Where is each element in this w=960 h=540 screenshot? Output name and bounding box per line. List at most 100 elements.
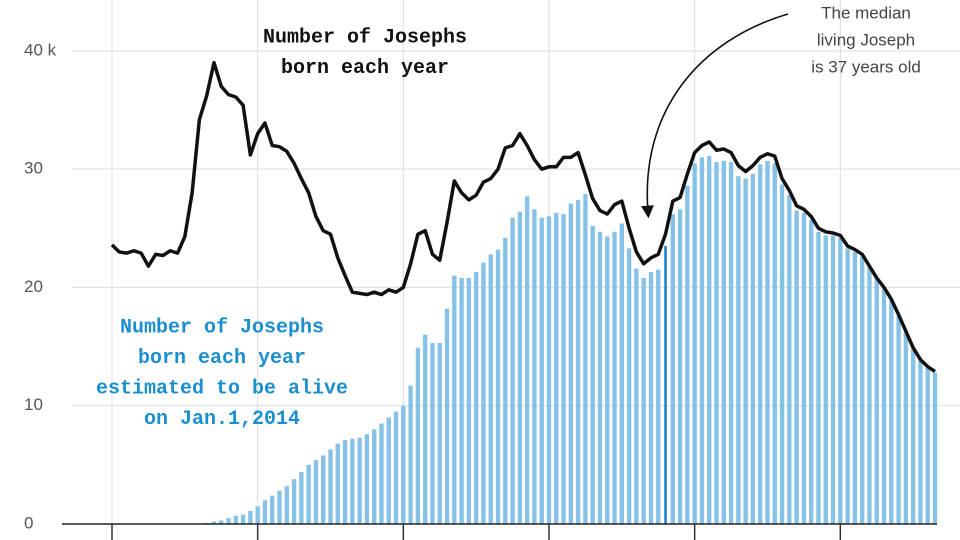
bar xyxy=(881,288,887,524)
series-label: Number of Josephs xyxy=(120,316,324,339)
bar xyxy=(699,157,705,524)
series-label: on Jan.1,2014 xyxy=(144,408,300,431)
bar xyxy=(779,184,785,525)
bar xyxy=(583,193,588,524)
bar xyxy=(379,423,384,524)
y-tick-label: 0 xyxy=(24,513,33,532)
line xyxy=(110,60,936,373)
annotation: living Joseph xyxy=(817,30,915,49)
bar xyxy=(772,163,777,525)
bar xyxy=(430,343,435,524)
bar xyxy=(415,347,421,524)
bar xyxy=(648,272,654,524)
bar xyxy=(794,210,799,525)
bar xyxy=(408,385,413,524)
bar xyxy=(546,216,552,524)
bar xyxy=(437,343,442,524)
bar xyxy=(838,237,843,524)
bar xyxy=(481,262,486,524)
bar xyxy=(270,495,275,524)
bar xyxy=(386,417,391,524)
bar xyxy=(444,308,450,524)
annotation: The median xyxy=(821,3,911,22)
bar xyxy=(364,434,370,524)
bar xyxy=(634,268,639,524)
bar xyxy=(335,443,340,524)
bar xyxy=(211,521,217,524)
bar xyxy=(554,212,559,524)
bar xyxy=(692,163,697,525)
bar xyxy=(765,160,770,524)
bar xyxy=(932,372,938,524)
bar xyxy=(568,203,574,524)
bar xyxy=(321,455,326,524)
bar xyxy=(845,248,850,525)
bar xyxy=(495,249,501,524)
bar xyxy=(597,231,603,525)
bar xyxy=(233,515,238,524)
bar xyxy=(852,251,858,524)
bar xyxy=(867,267,872,524)
bar xyxy=(743,178,748,524)
bar xyxy=(750,173,756,524)
bar xyxy=(422,334,428,524)
bar xyxy=(925,367,930,524)
bar xyxy=(532,209,537,524)
bar xyxy=(670,214,675,525)
bar xyxy=(889,300,894,524)
series-label: born each year xyxy=(281,57,449,80)
bar xyxy=(255,506,260,524)
bar xyxy=(918,360,923,524)
y-tick-label: 40 k xyxy=(24,40,57,59)
bar xyxy=(473,272,479,524)
bar xyxy=(488,254,493,524)
bar xyxy=(641,277,646,524)
bar xyxy=(350,438,355,524)
bar xyxy=(714,162,719,524)
annotation: is 37 years old xyxy=(811,57,921,76)
y-tick-label: 30 xyxy=(24,159,43,178)
bar xyxy=(277,490,282,524)
bar xyxy=(619,223,625,524)
bar xyxy=(306,464,311,524)
bar xyxy=(656,269,661,524)
bar xyxy=(677,209,683,524)
bar xyxy=(612,231,617,525)
bar xyxy=(896,315,901,524)
bar xyxy=(517,211,523,524)
y-tick-label: 10 xyxy=(24,395,43,414)
bar xyxy=(240,514,246,524)
bar xyxy=(787,195,792,524)
bar xyxy=(626,248,632,525)
bar xyxy=(313,460,319,524)
bar xyxy=(736,176,741,525)
bar xyxy=(328,449,333,524)
bar xyxy=(299,471,304,524)
series-label: estimated to be alive xyxy=(96,377,348,400)
bar xyxy=(466,277,472,524)
bar xyxy=(226,518,231,524)
bar xyxy=(758,164,763,524)
bar xyxy=(728,162,734,524)
bar xyxy=(823,235,828,525)
bar xyxy=(291,479,297,524)
bar xyxy=(357,437,362,524)
bar xyxy=(707,156,712,524)
bar xyxy=(510,217,515,524)
bar xyxy=(903,332,909,524)
bar xyxy=(524,196,530,524)
bar xyxy=(664,246,667,524)
y-tick-label: 20 xyxy=(24,277,43,296)
bar xyxy=(590,225,595,524)
bar xyxy=(503,237,508,524)
bar xyxy=(248,510,253,524)
bar xyxy=(219,520,224,524)
bar xyxy=(393,411,399,524)
bar xyxy=(575,199,581,524)
bar xyxy=(539,217,544,524)
bar xyxy=(372,429,377,524)
bar xyxy=(874,279,879,524)
bar xyxy=(809,220,814,524)
annotation-arrow xyxy=(641,13,789,219)
bar xyxy=(816,231,821,525)
